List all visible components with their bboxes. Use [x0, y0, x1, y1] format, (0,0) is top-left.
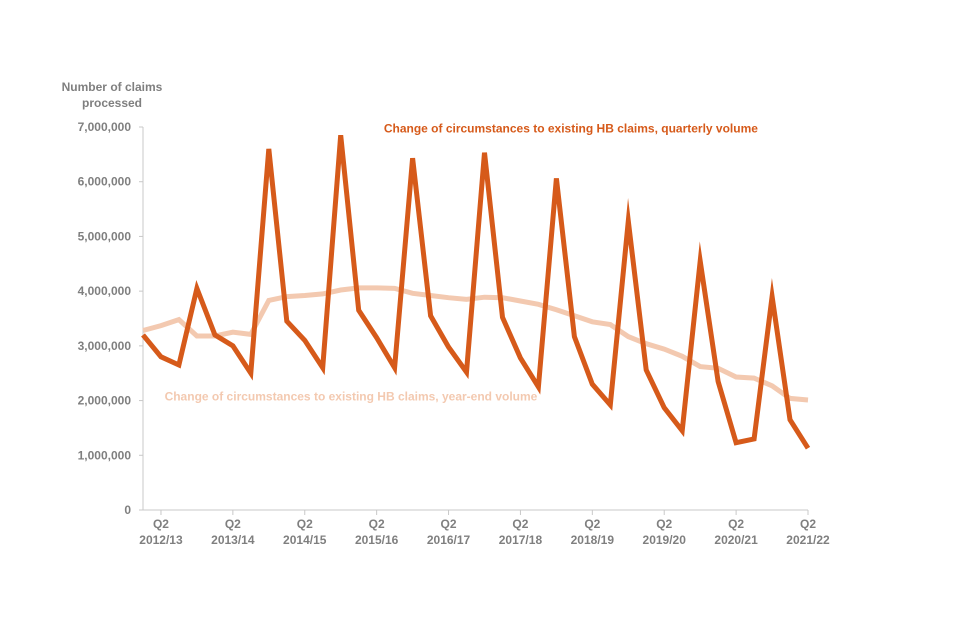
y-tick-label: 4,000,000: [78, 284, 132, 298]
y-tick-label: 5,000,000: [78, 229, 132, 243]
x-tick-label-quarter: Q2: [441, 517, 457, 531]
series-labels: Change of circumstances to existing HB c…: [165, 121, 759, 403]
y-tick-label: 1,000,000: [78, 448, 132, 462]
y-axis-title: Number of claims processed: [62, 80, 163, 110]
y-tick-label: 2,000,000: [78, 394, 132, 408]
y-axis-title-line-2: processed: [82, 96, 142, 110]
series-lines: [141, 134, 811, 450]
series-label-quarterly: Change of circumstances to existing HB c…: [384, 121, 758, 135]
x-tick-label-year: 2020/21: [714, 533, 758, 547]
y-tick-label: 6,000,000: [78, 175, 132, 189]
x-tick-label-year: 2021/22: [786, 533, 830, 547]
x-tick-label-quarter: Q2: [656, 517, 672, 531]
x-tick-label-year: 2016/17: [427, 533, 471, 547]
x-tick-label-year: 2012/13: [139, 533, 183, 547]
axes: [139, 126, 809, 515]
x-tick-label-quarter: Q2: [800, 517, 816, 531]
x-tick-labels: Q2 2012/13 Q2 2013/14 Q2 2014/15 Q2 2015/16 Q2 20…: [139, 517, 830, 547]
y-axis-title-line-1: Number of claims: [62, 80, 163, 94]
x-tick-label-year: 2017/18: [499, 533, 543, 547]
y-tick-label: 7,000,000: [78, 120, 132, 134]
x-tick-label-quarter: Q2: [153, 517, 169, 531]
x-tick-label-year: 2019/20: [643, 533, 687, 547]
x-tick-label-quarter: Q2: [225, 517, 241, 531]
y-tick-label: 3,000,000: [78, 339, 132, 353]
x-tick-label-quarter: Q2: [297, 517, 313, 531]
y-tick-labels: 0 1,000,000 2,000,000 3,000,000 4,000,000 5,0…: [78, 120, 132, 517]
series-line-quarterly: [141, 134, 811, 450]
x-tick-label-quarter: Q2: [584, 517, 600, 531]
x-tick-label-year: 2015/16: [355, 533, 399, 547]
x-tick-label-year: 2018/19: [571, 533, 615, 547]
x-tick-label-year: 2013/14: [211, 533, 255, 547]
x-tick-label-year: 2014/15: [283, 533, 327, 547]
y-tick-label: 0: [124, 503, 131, 517]
series-label-year-end: Change of circumstances to existing HB c…: [165, 390, 538, 404]
x-tick-label-quarter: Q2: [728, 517, 744, 531]
x-tick-label-quarter: Q2: [369, 517, 385, 531]
x-tick-label-quarter: Q2: [512, 517, 528, 531]
